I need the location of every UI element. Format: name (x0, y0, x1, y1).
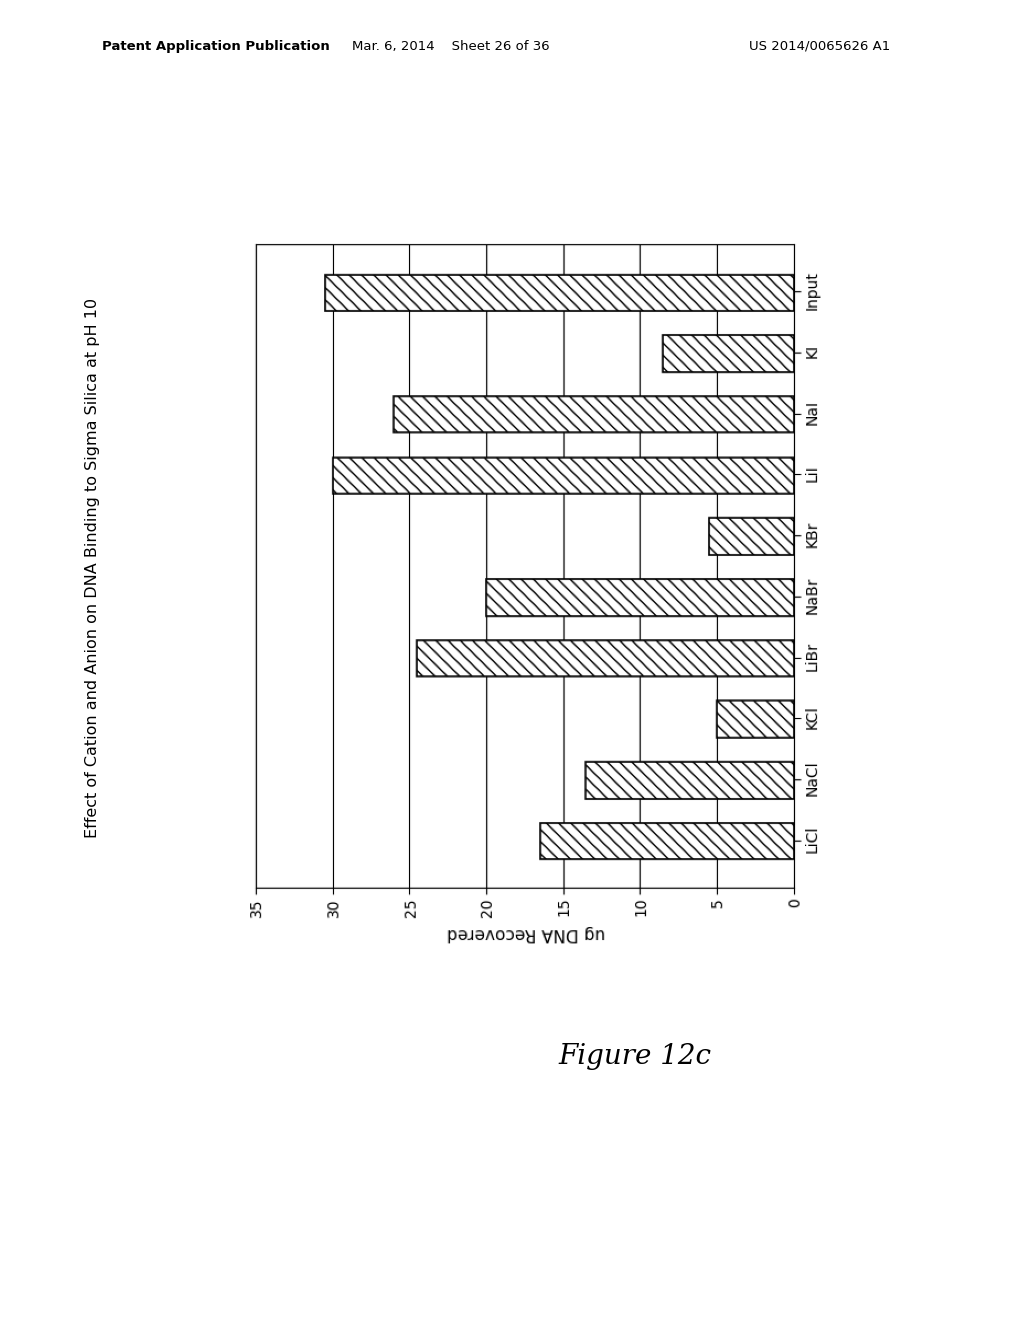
Text: Figure 12c: Figure 12c (558, 1043, 712, 1069)
Text: Patent Application Publication: Patent Application Publication (102, 40, 330, 53)
Text: Mar. 6, 2014    Sheet 26 of 36: Mar. 6, 2014 Sheet 26 of 36 (352, 40, 549, 53)
Text: Effect of Cation and Anion on DNA Binding to Sigma Silica at pH 10: Effect of Cation and Anion on DNA Bindin… (85, 297, 99, 838)
Text: US 2014/0065626 A1: US 2014/0065626 A1 (749, 40, 890, 53)
